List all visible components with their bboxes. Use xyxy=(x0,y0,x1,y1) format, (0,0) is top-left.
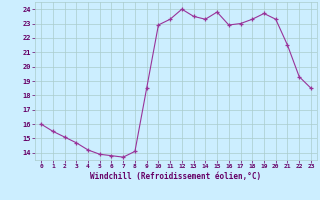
X-axis label: Windchill (Refroidissement éolien,°C): Windchill (Refroidissement éolien,°C) xyxy=(91,172,261,181)
